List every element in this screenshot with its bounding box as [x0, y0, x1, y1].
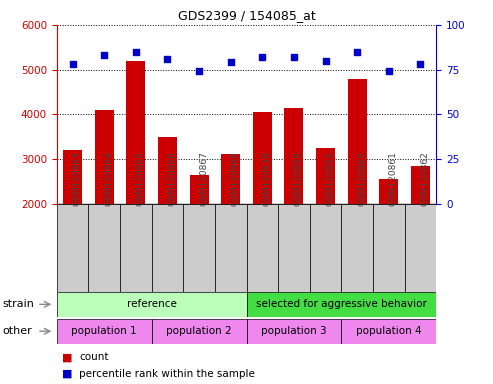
Point: [132, 49, 140, 55]
Text: GSM120858: GSM120858: [294, 151, 303, 206]
Point: [321, 58, 329, 64]
Point: [353, 49, 361, 55]
Bar: [95, 110, 113, 204]
Point: [100, 52, 108, 58]
Bar: [405, 204, 436, 292]
Bar: [57, 204, 88, 292]
Point: [195, 68, 203, 74]
Bar: [57, 319, 152, 344]
Bar: [215, 204, 246, 292]
Title: GDS2399 / 154085_at: GDS2399 / 154085_at: [177, 9, 316, 22]
Text: population 2: population 2: [166, 326, 232, 336]
Text: count: count: [79, 352, 108, 362]
Point: [258, 54, 266, 60]
Text: GSM120864: GSM120864: [104, 151, 113, 206]
Point: [385, 68, 393, 74]
Text: GSM120865: GSM120865: [136, 151, 145, 206]
Text: ■: ■: [62, 352, 75, 362]
Bar: [373, 204, 405, 292]
Bar: [380, 179, 398, 204]
Text: GSM120859: GSM120859: [325, 151, 335, 206]
Bar: [348, 79, 367, 204]
Point: [69, 61, 76, 67]
Text: GSM120866: GSM120866: [168, 151, 176, 206]
Text: GSM120868: GSM120868: [231, 151, 240, 206]
Bar: [341, 204, 373, 292]
Text: GSM120861: GSM120861: [389, 151, 398, 206]
Text: selected for aggressive behavior: selected for aggressive behavior: [256, 299, 427, 310]
Text: other: other: [2, 326, 32, 336]
Bar: [411, 166, 430, 204]
Point: [290, 54, 298, 60]
Point: [417, 61, 424, 67]
Bar: [221, 154, 240, 204]
Bar: [246, 292, 436, 317]
Text: ■: ■: [62, 369, 75, 379]
Text: population 1: population 1: [71, 326, 137, 336]
Bar: [246, 204, 278, 292]
Bar: [126, 61, 145, 204]
Text: GSM120838: GSM120838: [262, 151, 271, 206]
Bar: [189, 174, 209, 204]
Bar: [246, 319, 341, 344]
Bar: [253, 112, 272, 204]
Text: GSM120863: GSM120863: [72, 151, 81, 206]
Text: reference: reference: [127, 299, 176, 310]
Text: population 3: population 3: [261, 326, 327, 336]
Bar: [158, 137, 177, 204]
Text: GSM120860: GSM120860: [357, 151, 366, 206]
Bar: [88, 204, 120, 292]
Bar: [152, 204, 183, 292]
Point: [227, 60, 235, 66]
Bar: [63, 150, 82, 204]
Text: percentile rank within the sample: percentile rank within the sample: [79, 369, 255, 379]
Text: strain: strain: [2, 299, 35, 310]
Text: GSM120862: GSM120862: [421, 151, 429, 206]
Bar: [316, 148, 335, 204]
Bar: [152, 319, 246, 344]
Bar: [284, 108, 304, 204]
Point: [164, 56, 172, 62]
Bar: [278, 204, 310, 292]
Bar: [341, 319, 436, 344]
Bar: [120, 204, 152, 292]
Bar: [57, 292, 246, 317]
Bar: [310, 204, 341, 292]
Text: GSM120867: GSM120867: [199, 151, 208, 206]
Bar: [183, 204, 215, 292]
Text: population 4: population 4: [356, 326, 422, 336]
